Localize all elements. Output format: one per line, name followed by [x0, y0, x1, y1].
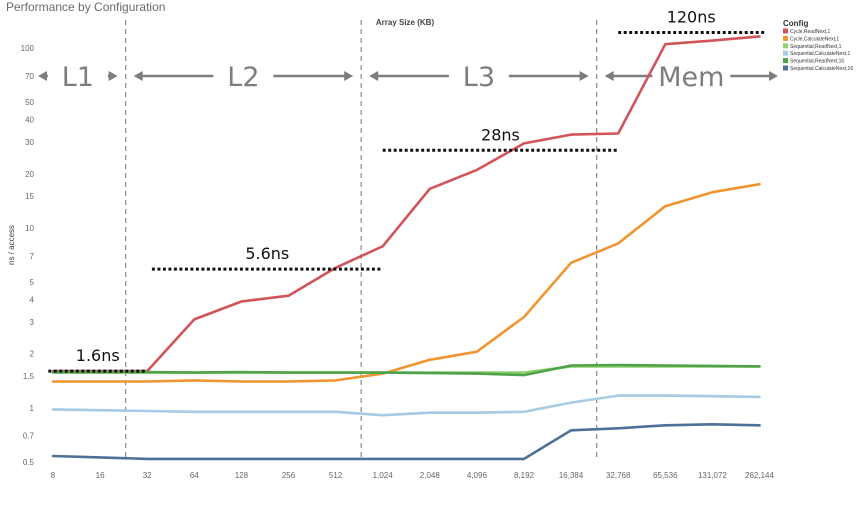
- y-tick-label: 50: [25, 98, 34, 107]
- region-arrow-head-left: [369, 71, 379, 81]
- x-axis-title: Array Size (KB): [376, 18, 435, 27]
- legend-entry: Cycle,CalculateNext,1: [790, 36, 839, 42]
- legend-entry: Sequential,CalculateNext,1: [790, 51, 851, 57]
- legend-swatch: [783, 50, 788, 56]
- x-tick-label: 256: [282, 471, 296, 480]
- y-tick-label: 0.7: [23, 432, 35, 441]
- region-arrow-head-left: [38, 71, 47, 81]
- series-line: [51, 394, 761, 417]
- x-tick-label: 8,192: [514, 471, 535, 480]
- region-arrow-head-left: [604, 71, 614, 81]
- chart-title: Performance by Configuration: [6, 0, 165, 14]
- latency-label: 1.6ns: [76, 346, 120, 365]
- series-lines: [51, 35, 761, 461]
- legend-title: Config: [783, 19, 808, 28]
- x-tick-label: 262,144: [745, 471, 774, 480]
- y-axis-title: ns / access: [7, 225, 16, 265]
- region-arrow-head-right: [108, 71, 118, 81]
- y-tick-label: 70: [25, 72, 34, 81]
- y-tick-label: 1: [30, 404, 35, 413]
- legend-swatch: [783, 28, 788, 34]
- series-line: [51, 182, 761, 383]
- x-tick-label: 65,536: [653, 471, 678, 480]
- legend-entry: Sequential,ReadNext,16: [790, 59, 844, 65]
- y-axis-ticks: 100 70 50 40 30 20 15 10 7 5 4 3 2 1.5 1 0.7 0.5: [21, 44, 35, 467]
- x-tick-label: 8: [51, 471, 56, 480]
- latency-annotations: 1.6ns 5.6ns 28ns 120ns: [48, 7, 765, 373]
- x-tick-label: 1,024: [373, 471, 394, 480]
- y-tick-label: 30: [25, 138, 34, 147]
- latency-label: 28ns: [481, 125, 520, 144]
- legend-swatch: [783, 35, 788, 41]
- region-arrow-head-right: [769, 71, 778, 81]
- y-tick-label: 5: [30, 278, 35, 287]
- x-tick-label: 32: [143, 471, 152, 480]
- legend-swatch: [783, 43, 788, 49]
- y-tick-label: 1.5: [23, 372, 35, 381]
- x-tick-label: 512: [329, 471, 343, 480]
- region-label: Mem: [658, 62, 724, 93]
- y-tick-label: 15: [25, 192, 34, 201]
- region-arrow-head-left: [133, 71, 143, 81]
- y-tick-label: 40: [25, 116, 34, 125]
- x-tick-label: 128: [235, 471, 249, 480]
- x-tick-label: 16,384: [559, 471, 584, 480]
- latency-label: 120ns: [667, 7, 716, 26]
- region-label: L3: [463, 62, 495, 93]
- legend-swatch: [783, 58, 788, 64]
- x-tick-label: 16: [96, 471, 105, 480]
- y-tick-label: 7: [30, 252, 35, 261]
- x-tick-label: 32,768: [606, 471, 631, 480]
- series-line: [51, 35, 761, 373]
- y-tick-label: 2: [30, 350, 35, 359]
- x-tick-label: 131,072: [698, 471, 727, 480]
- legend: ConfigCycle,ReadNext,1Cycle,CalculateNex…: [783, 19, 853, 72]
- legend-entry: Sequential,ReadNext,1: [790, 44, 842, 50]
- latency-label: 5.6ns: [245, 244, 289, 263]
- region-labels: L1 L2 L3 Mem: [38, 62, 778, 93]
- y-tick-label: 100: [21, 44, 35, 53]
- x-tick-label: 2,048: [420, 471, 441, 480]
- x-axis-ticks: 8 16 32 64 128 256 512 1,024 2,048 4,096 8,192 16,3…: [51, 471, 775, 480]
- series-line: [51, 422, 761, 461]
- region-arrow-head-right: [344, 71, 354, 81]
- y-tick-label: 20: [25, 170, 34, 179]
- region-arrow-head-right: [579, 71, 589, 81]
- y-tick-label: 4: [30, 296, 35, 305]
- region-label: L2: [227, 62, 259, 93]
- y-tick-label: 3: [30, 318, 35, 327]
- region-label: L1: [62, 62, 94, 93]
- x-tick-label: 4,096: [467, 471, 488, 480]
- boundary-lines: [125, 20, 598, 458]
- legend-entry: Cycle,ReadNext,1: [790, 29, 831, 35]
- x-tick-label: 64: [190, 471, 199, 480]
- legend-swatch: [783, 65, 788, 71]
- y-tick-label: 10: [25, 224, 34, 233]
- series-line: [51, 363, 761, 377]
- legend-entry: Sequential,CalculateNext,16: [790, 66, 853, 72]
- y-tick-label: 0.5: [23, 458, 35, 467]
